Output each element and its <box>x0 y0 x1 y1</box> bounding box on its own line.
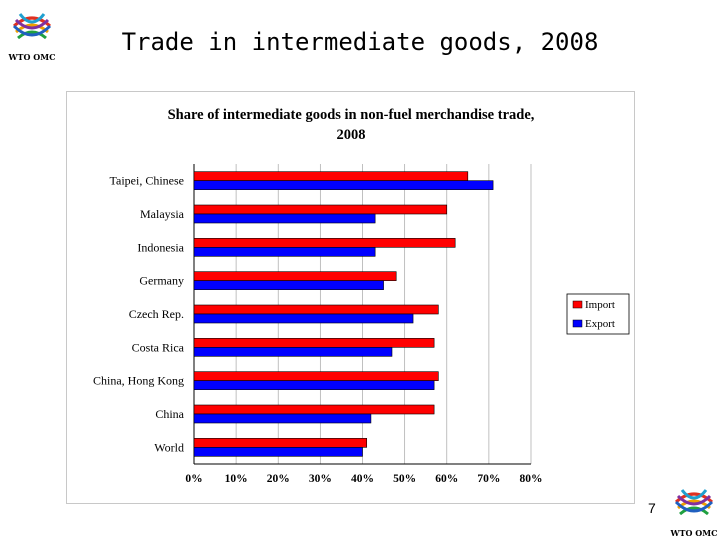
bar-import <box>193 238 456 248</box>
bar-export <box>193 247 376 257</box>
bar-export <box>193 447 363 457</box>
wto-logo-top: WTO OMC <box>4 2 60 64</box>
category-label: Taipei, Chinese <box>110 174 184 188</box>
bar-export <box>193 347 393 357</box>
legend: Import Export <box>566 293 630 335</box>
logo-text: WTO OMC <box>8 52 56 62</box>
x-tick-label: 0% <box>185 473 202 485</box>
x-tick-label: 30% <box>309 473 332 485</box>
logo-text: WTO OMC <box>670 528 718 538</box>
bar-import <box>193 271 397 281</box>
bar-import <box>193 404 435 415</box>
bar-import <box>193 438 368 448</box>
chart-title-line-1: Share of intermediate goods in non-fuel … <box>168 107 535 123</box>
legend-swatch-import <box>572 300 583 309</box>
bar-import <box>193 371 439 381</box>
legend-label-export: Export <box>585 318 615 330</box>
x-tick-label: 80% <box>520 473 543 485</box>
wto-globe-icon <box>674 489 714 516</box>
page-number: 7 <box>648 500 656 516</box>
category-label: World <box>154 440 184 454</box>
bars <box>193 171 494 457</box>
x-tick-label: 40% <box>351 473 374 485</box>
bar-import <box>193 304 439 315</box>
category-label: Malaysia <box>140 207 185 221</box>
slide-title: Trade in intermediate goods, 2008 <box>121 28 599 56</box>
x-tick-label: 50% <box>393 473 416 485</box>
category-label: Germany <box>139 274 184 288</box>
category-label: China, Hong Kong <box>93 374 184 388</box>
category-label: China <box>155 407 184 421</box>
bar-export <box>193 280 384 290</box>
x-tick-label: 20% <box>267 473 290 485</box>
wto-globe-icon <box>12 13 52 40</box>
x-tick-label: 60% <box>435 473 458 485</box>
bar-import <box>193 204 448 215</box>
x-tick-label: 10% <box>225 473 248 485</box>
x-tick-label: 70% <box>477 473 500 485</box>
bar-import <box>193 338 435 348</box>
chart-frame: Share of intermediate goods in non-fuel … <box>66 91 635 504</box>
category-labels: Taipei, Chinese Malaysia Indonesia Germany C… <box>93 174 185 455</box>
category-label: Indonesia <box>137 240 184 254</box>
bar-export <box>193 313 414 324</box>
x-tick-labels: 0% 10% 20% 30% 40% 50% 60% 70% 80% <box>185 473 542 485</box>
category-label: Czech Rep. <box>129 307 184 321</box>
chart-title-line-2: 2008 <box>337 127 366 143</box>
bar-export <box>193 180 494 190</box>
legend-swatch-export <box>572 319 583 328</box>
bar-chart: Share of intermediate goods in non-fuel … <box>93 107 630 485</box>
bar-import <box>193 171 469 181</box>
bar-export <box>193 380 435 390</box>
legend-box <box>566 293 630 335</box>
bar-export <box>193 413 372 424</box>
wto-logo-bottom: WTO OMC <box>666 478 720 540</box>
legend-label-import: Import <box>585 299 615 311</box>
category-label: Costa Rica <box>132 340 185 354</box>
bar-export <box>193 213 376 224</box>
